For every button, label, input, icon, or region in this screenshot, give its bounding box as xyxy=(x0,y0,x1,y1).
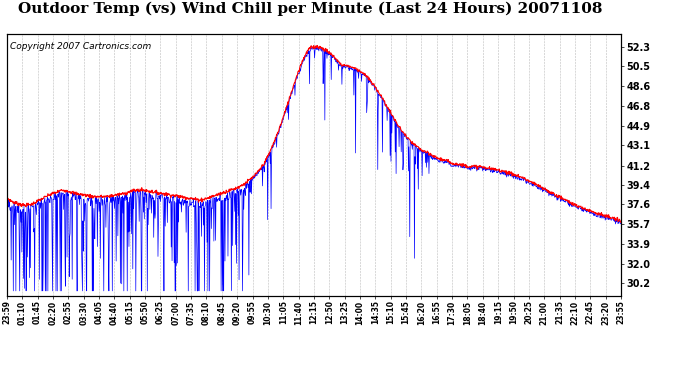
Text: Outdoor Temp (vs) Wind Chill per Minute (Last 24 Hours) 20071108: Outdoor Temp (vs) Wind Chill per Minute … xyxy=(18,2,603,16)
Text: Copyright 2007 Cartronics.com: Copyright 2007 Cartronics.com xyxy=(10,42,151,51)
